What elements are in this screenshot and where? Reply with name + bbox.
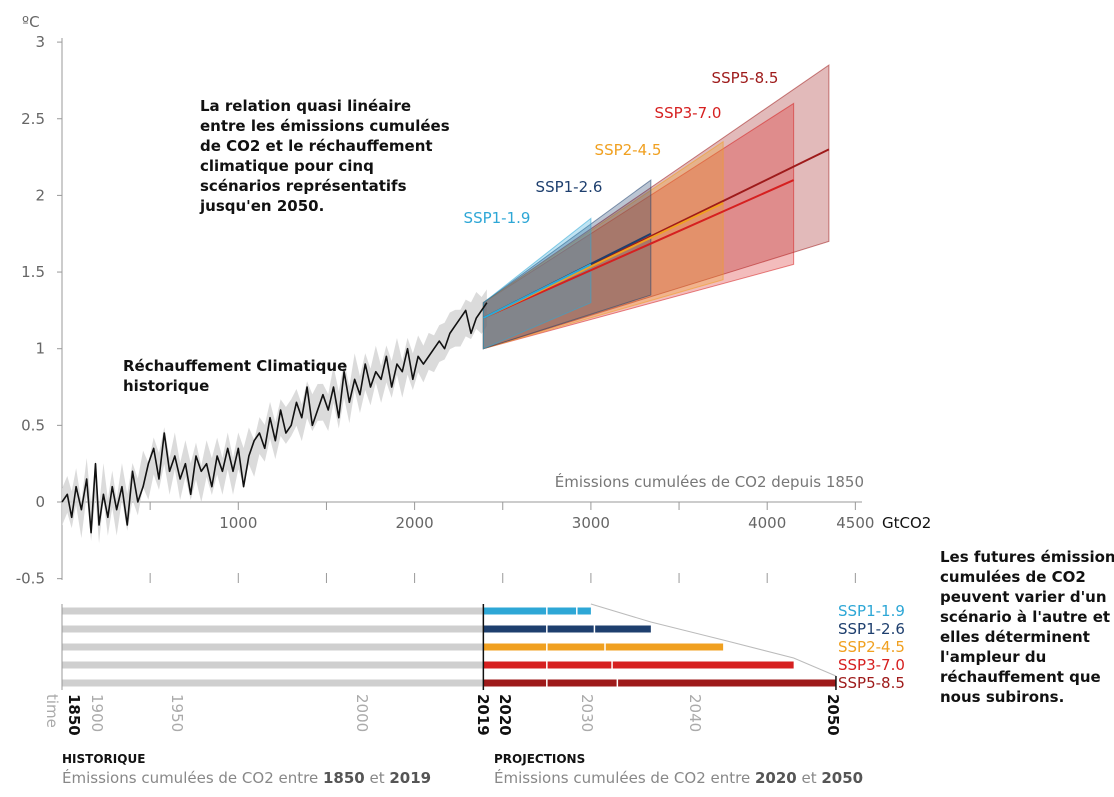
x-tick-label-2000: 2000 (396, 514, 434, 532)
x-tick-label-1000: 1000 (219, 514, 257, 532)
annotation-main-line: climatique pour cinq (200, 157, 374, 175)
label-ssp1-2-6: SSP1-2.6 (536, 178, 603, 196)
y-axis-unit: ºC (22, 13, 40, 31)
year-label-2019: 2019 (474, 694, 492, 736)
side-note-line: Les futures émissions (940, 548, 1114, 566)
y-tick-label-1: 1 (35, 340, 45, 358)
projection-connector (590, 603, 837, 677)
side-note-line: cumulées de CO2 (940, 568, 1086, 586)
label-ssp5-8-5: SSP5-8.5 (712, 69, 779, 87)
y-tick-label-2-5: 2.5 (21, 110, 45, 128)
annotation-main-line: de CO2 et le réchauffement (200, 137, 433, 155)
hist-bar-ssp1-2-6 (62, 625, 484, 633)
historical-uncertainty-band (62, 289, 487, 544)
hist-bar-ssp5-8-5 (62, 679, 484, 687)
side-note-line: l'ampleur du (940, 648, 1046, 666)
footer-historique-heading: HISTORIQUE (62, 752, 145, 766)
label-ssp1-1-9: SSP1-1.9 (464, 209, 531, 227)
year-label-2020: 2020 (496, 694, 514, 736)
annotation-main-line: scénarios représentatifs (200, 177, 407, 195)
legend-ssp5-8-5: SSP5-8.5 (838, 674, 905, 692)
legend-ssp1-2-6: SSP1-2.6 (838, 620, 905, 638)
year-label-2040: 2040 (686, 694, 704, 732)
annotation-historical-line: Réchauffement Climatique (123, 357, 347, 375)
year-label-1900: 1900 (88, 694, 106, 732)
label-ssp3-7-0: SSP3-7.0 (655, 104, 722, 122)
x-tick-label-4000: 4000 (748, 514, 786, 532)
hist-bar-ssp1-1-9 (62, 607, 484, 615)
side-note-line: peuvent varier d'un (940, 588, 1107, 606)
y-tick-label-0: 0 (35, 493, 45, 511)
proj-bar-ssp5-8-5 (483, 679, 836, 687)
line-ssp1-1-9 (482, 263, 592, 319)
year-label-2030: 2030 (578, 694, 596, 732)
hist-bar-ssp2-4-5 (62, 643, 484, 651)
proj-bar-ssp1-2-6 (483, 625, 651, 633)
side-note-line: scénario à l'autre et (940, 608, 1110, 626)
band-ssp1-1-9 (482, 217, 592, 350)
footer-projections-heading: PROJECTIONS (494, 752, 585, 766)
line-ssp3-7-0 (482, 179, 795, 319)
x-axis-title: Émissions cumulées de CO2 depuis 1850 (555, 472, 864, 491)
annotation-main-line: La relation quasi linéaire (200, 97, 411, 115)
footer-historique-text: Émissions cumulées de CO2 entre 1850 et … (62, 768, 431, 787)
legend-ssp3-7-0: SSP3-7.0 (838, 656, 905, 674)
main-chart: 3 2.5 2 1.5 1 0.5 0 -0.5 ºC 1000 2000 3000 4000 4500 G… (16, 13, 932, 588)
hist-bar-ssp3-7-0 (62, 661, 484, 669)
proj-bar-ssp1-1-9 (483, 607, 591, 615)
proj-bar-ssp2-4-5 (483, 643, 724, 651)
x-tick-label-3000: 3000 (572, 514, 610, 532)
legend-ssp2-4-5: SSP2-4.5 (838, 638, 905, 656)
year-label-2050: 2050 (824, 694, 842, 736)
side-note-line: réchauffement que (940, 668, 1101, 686)
year-label-2000: 2000 (353, 694, 371, 732)
side-note-line: nous subirons. (940, 688, 1064, 706)
proj-bar-ssp3-7-0 (483, 661, 794, 669)
footer: HISTORIQUE Émissions cumulées de CO2 ent… (62, 752, 863, 787)
time-bar-chart: SSP1-1.9SSP1-2.6SSP2-4.5SSP3-7.0SSP5-8.5… (43, 548, 1114, 736)
y-tick-label-0-5: 0.5 (21, 416, 45, 434)
y-tick-label-1-5: 1.5 (21, 263, 45, 281)
legend-ssp1-1-9: SSP1-1.9 (838, 602, 905, 620)
label-ssp2-4-5: SSP2-4.5 (595, 141, 662, 159)
annotation-historical-line: historique (123, 377, 209, 395)
x-axis-unit: GtCO2 (882, 514, 931, 532)
time-axis-label: time (43, 694, 61, 728)
footer-projections-text: Émissions cumulées de CO2 entre 2020 et … (494, 768, 863, 787)
y-tick-label-2: 2 (35, 186, 45, 204)
side-note-line: elles déterminent (940, 628, 1090, 646)
year-label-1950: 1950 (168, 694, 186, 732)
x-tick-label-4500: 4500 (836, 514, 874, 532)
annotation-main-line: jusqu'en 2050. (199, 197, 324, 215)
year-label-1850: 1850 (65, 694, 83, 736)
annotation-main-line: entre les émissions cumulées (200, 117, 450, 135)
y-tick-label-3: 3 (35, 33, 45, 51)
y-tick-label--0-5: -0.5 (16, 570, 45, 588)
historical-warming-line (61, 302, 488, 534)
